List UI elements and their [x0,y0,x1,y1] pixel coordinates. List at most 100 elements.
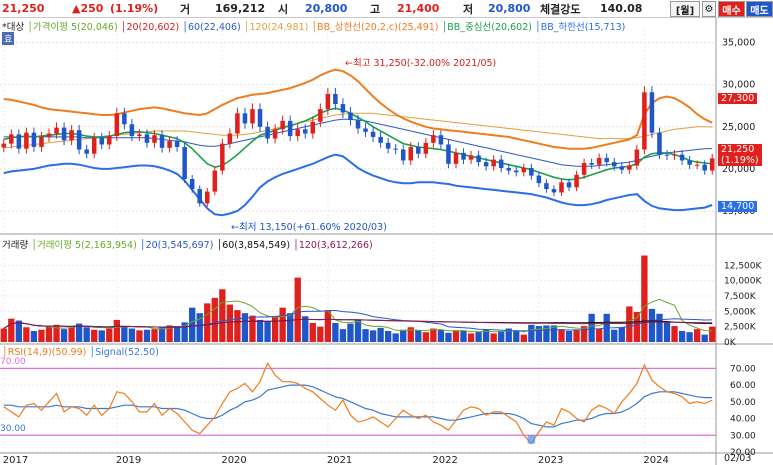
candle-body [521,168,527,173]
candle-body [197,189,202,204]
volume-bar [68,327,75,342]
candle-body [393,148,398,150]
candle-body [1,143,7,148]
bb-upper-line [3,68,713,150]
volume-ma120-line [3,318,713,329]
rsi-tick-label: 40.00 [730,415,756,425]
volume-bar [324,310,332,342]
x-axis-year-label: 2023 [538,455,563,465]
volume-bar [53,324,60,342]
x-axis-year-label: 2024 [643,455,668,465]
volume-bar [309,322,316,342]
volume-bar [166,325,173,342]
hyo-badge[interactable]: 효 [2,32,15,45]
strength-value: 140.08 [600,2,643,15]
volume-bar [15,320,23,342]
volume-bar [302,316,309,342]
x-axis-year-label: 2022 [432,455,457,465]
candle-body [129,124,135,137]
rsi-oversold-fill [527,435,536,444]
candle-body [325,93,331,110]
volume-bar [671,326,678,342]
volume-bar [294,277,301,342]
strength-label: 체결강도 [540,2,581,16]
high-label: 고 [370,2,381,16]
candle-body [385,142,391,149]
candle-body [642,92,647,150]
price-change-pct: (1.19%) [110,2,159,15]
volume-bar [128,328,136,342]
volume-bar [535,326,543,342]
volume-bar [317,326,324,342]
candle-body [24,132,29,149]
volume-bar [626,306,633,342]
candle-body [416,146,421,154]
volume-bar [196,313,203,342]
price-tag: 21,250 (1.19%) [718,144,762,166]
volume-bar [45,326,53,342]
legend-bb-mid: BB_중심선(20,602) [447,22,532,33]
period-button[interactable]: [월] [670,1,700,17]
volume-bar [573,329,580,342]
volume-bar [384,330,392,342]
candle-body [250,109,255,124]
candle-body [566,182,572,188]
volume-tick-label: 2,500K [724,323,757,333]
volume-bar [113,319,120,342]
candle-body [453,152,459,164]
candle-body [107,136,112,145]
candle-body [544,183,549,190]
volume-bar [641,255,648,342]
volume-bar [256,319,264,342]
candle-body [589,162,594,165]
candle-body [54,127,59,134]
volume-bar [181,322,188,342]
candle-body [363,128,368,132]
gear-icon[interactable]: ⚙ [702,1,716,17]
volume-tick-label: 12,500K [724,261,762,271]
volume-bar [377,327,384,342]
candle-body [340,104,346,113]
volume-bar [211,297,218,342]
candle-body [627,165,632,170]
volume-bar [98,330,105,342]
candle-body [189,178,195,190]
volume-bar [693,329,701,342]
open-value: 20,800 [305,2,348,15]
volume-bar [558,329,565,342]
volume-bar [91,329,98,342]
high-value: 21,400 [397,2,440,15]
candle-body [370,131,376,137]
volume-bar [83,327,90,342]
candle-body [61,127,67,141]
volume-bar [520,334,527,342]
candle-body [498,159,504,169]
volume-bar [422,332,429,342]
volume-bar [596,328,603,342]
candle-body [672,154,677,156]
rsi-upper-band-label: 70.00 [0,357,26,367]
volume-bar [415,330,422,342]
x-axis-year-label: 2017 [3,455,28,465]
candle-body [235,113,240,134]
volume-bar [60,329,68,342]
candle-body [679,154,685,161]
bb-lower-line [3,153,713,217]
volume-tick-label: 7,500K [724,292,757,302]
candle-body [295,129,300,137]
volume-bar [430,328,437,342]
candle-body [408,146,414,161]
volume-tick-label: 5,000K [724,307,757,317]
candle-body [611,162,617,167]
date-label: 02/03 [724,453,752,464]
volume-bar [618,327,625,342]
volume-bar [565,330,573,342]
legend-vol-ma20: 20(3,545,697) [145,240,214,251]
candle-body [634,149,640,166]
candle-body [46,133,52,137]
buy-button[interactable]: 매수 [718,1,745,17]
candle-body [506,168,511,171]
candle-body [619,166,625,170]
volume-bar [354,319,362,342]
